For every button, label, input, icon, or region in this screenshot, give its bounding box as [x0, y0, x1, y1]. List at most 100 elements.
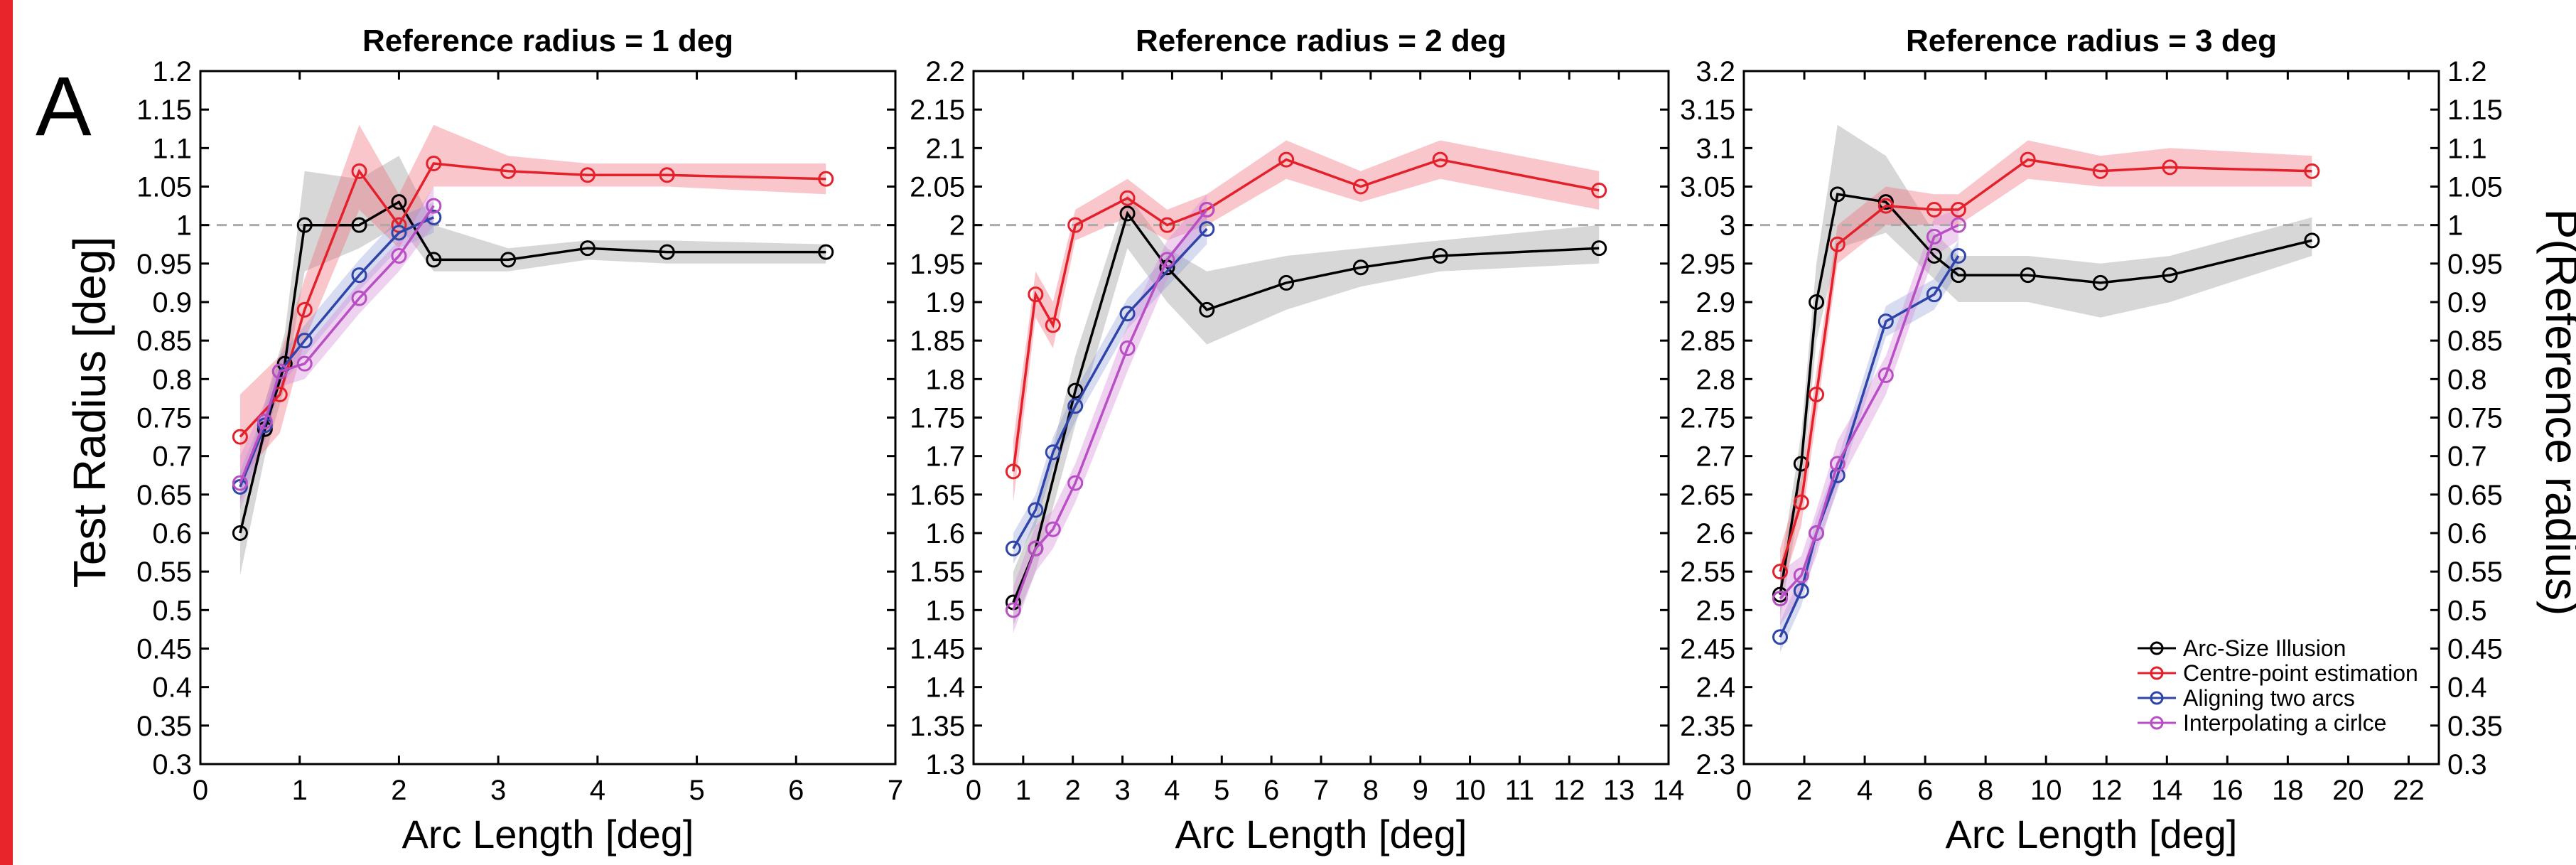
data-point	[296, 333, 313, 349]
data-point	[351, 217, 367, 233]
legend-label: Interpolating a cirlce	[2183, 710, 2386, 736]
data-point	[351, 163, 367, 179]
y-tick-label-right: 0.7	[2447, 441, 2487, 473]
data-point	[1950, 248, 1966, 264]
legend-item: Aligning two arcs	[2138, 685, 2355, 711]
data-point	[426, 252, 442, 268]
x-tick-label: 8	[1978, 775, 1993, 806]
y-axis-label-right: P(Reference radius)	[2536, 209, 2576, 616]
data-point	[1278, 151, 1295, 168]
error-band-4	[239, 186, 434, 510]
y-tick-label-right: 0.45	[2447, 634, 2503, 665]
series-line-1	[1779, 193, 2312, 595]
y-tick-label: 2.7	[1696, 441, 1735, 473]
data-point	[391, 194, 407, 210]
y-tick-label: 0.8	[152, 364, 192, 395]
y-tick-label: 2.75	[1680, 403, 1735, 434]
y-tick-label: 2.95	[1680, 249, 1735, 280]
y-tick-label: 1.8	[925, 364, 965, 395]
y-tick-label-right: 0.6	[2447, 518, 2487, 549]
data-point	[1119, 306, 1136, 322]
data-point	[1005, 540, 1021, 557]
x-tick-label: 10	[1454, 775, 1486, 806]
y-tick-label: 2.85	[1680, 326, 1735, 357]
data-point	[1877, 198, 1894, 214]
x-tick-label: 16	[2211, 775, 2243, 806]
red-edge-stripe	[0, 0, 13, 865]
data-point	[1950, 217, 1966, 233]
y-tick-label: 0.5	[152, 595, 192, 626]
error-band-1	[239, 156, 826, 576]
series-line-1	[1012, 210, 1600, 603]
y-tick-label: 1.95	[910, 249, 965, 280]
legend-swatch-marker	[2150, 691, 2164, 705]
x-axis-label: Arc Length [deg]	[1175, 812, 1467, 856]
x-tick-label: 0	[966, 775, 981, 806]
data-point	[1877, 313, 1894, 330]
y-tick-label-right: 0.3	[2447, 749, 2487, 780]
data-point	[426, 156, 442, 171]
data-point	[391, 225, 407, 241]
data-point	[1045, 444, 1061, 461]
series-line-4	[1012, 208, 1208, 611]
x-tick-label: 7	[888, 775, 903, 806]
y-tick-label: 1.05	[136, 172, 192, 203]
data-point	[1028, 286, 1044, 303]
y-tick-label: 1.65	[910, 480, 965, 511]
error-band-1	[1013, 194, 1600, 625]
y-tick-label: 0.55	[136, 557, 192, 588]
data-point	[257, 413, 273, 429]
data-point	[296, 355, 313, 372]
data-point	[1793, 567, 1809, 584]
data-point	[232, 525, 248, 541]
x-tick-label: 13	[1603, 775, 1635, 806]
y-tick-label: 0.9	[152, 287, 192, 318]
y-tick-label: 2.9	[1696, 287, 1735, 318]
data-point	[2304, 163, 2320, 179]
data-point	[1067, 398, 1084, 414]
legend-swatch-marker	[2150, 666, 2164, 680]
data-point	[500, 163, 517, 179]
data-point	[1199, 221, 1215, 237]
error-band-4	[1013, 194, 1207, 633]
y-tick-label: 2.45	[1680, 634, 1735, 665]
y-tick-label: 0.3	[152, 749, 192, 780]
data-point	[1028, 540, 1044, 557]
data-point	[1950, 267, 1966, 284]
data-point	[1067, 475, 1084, 491]
x-tick-label: 0	[1736, 775, 1752, 806]
y-tick-label: 1	[176, 210, 192, 242]
x-tick-label: 7	[1313, 775, 1329, 806]
x-tick-label: 0	[193, 775, 208, 806]
y-tick-label: 3.2	[1696, 56, 1735, 87]
error-band-2	[239, 124, 826, 480]
y-tick-label: 2.65	[1680, 480, 1735, 511]
y-tick-label-right: 1.15	[2447, 95, 2503, 126]
data-point	[391, 248, 407, 264]
data-point	[1067, 217, 1084, 233]
data-point	[1829, 186, 1845, 203]
y-tick-label-right: 0.8	[2447, 364, 2487, 395]
y-tick-label: 0.95	[136, 249, 192, 280]
data-point	[1278, 274, 1295, 291]
y-tick-label: 2.5	[1696, 595, 1735, 626]
chart-title: Reference radius = 2 deg	[1136, 23, 1507, 58]
y-tick-label: 2.2	[925, 56, 965, 87]
data-point	[1045, 521, 1061, 537]
data-point	[579, 167, 596, 183]
error-band-1	[1780, 124, 2312, 618]
data-point	[659, 244, 675, 260]
y-tick-label-right: 0.95	[2447, 249, 2503, 280]
y-tick-label-right: 1.1	[2447, 133, 2487, 164]
x-tick-label: 6	[1263, 775, 1279, 806]
error-band-2	[1780, 140, 2312, 595]
data-point	[1926, 228, 1942, 245]
data-point	[1119, 340, 1136, 356]
x-tick-label: 3	[1114, 775, 1130, 806]
y-tick-label: 3	[1720, 210, 1735, 242]
series-line-1	[239, 200, 826, 534]
data-point	[1772, 629, 1789, 645]
x-tick-label: 1	[292, 775, 308, 806]
data-point	[351, 290, 367, 306]
